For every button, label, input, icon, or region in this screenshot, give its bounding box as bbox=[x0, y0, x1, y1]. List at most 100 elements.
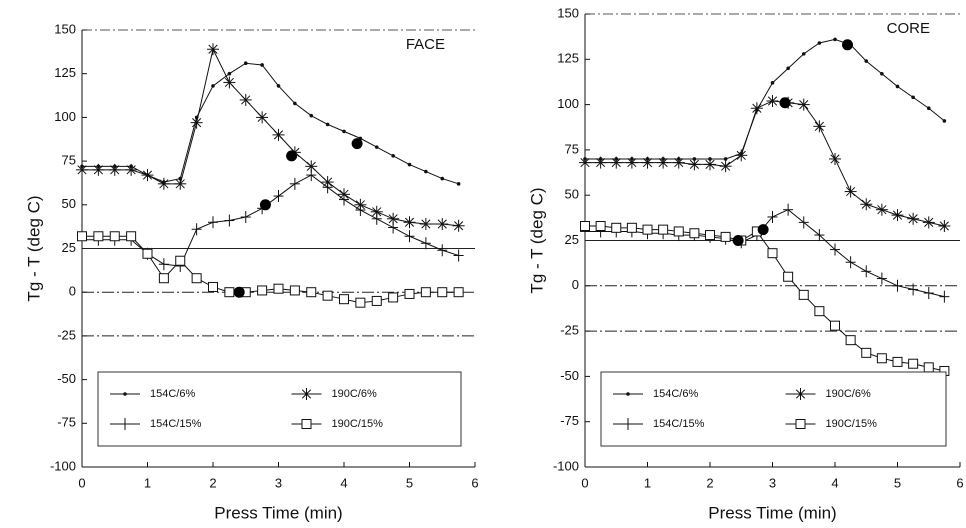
marker bbox=[594, 156, 607, 169]
marker-square bbox=[301, 419, 312, 429]
marker bbox=[770, 81, 775, 85]
marker bbox=[766, 94, 779, 107]
marker-dot bbox=[942, 119, 947, 123]
marker bbox=[735, 149, 748, 162]
marker bbox=[719, 160, 732, 173]
marker-stroke bbox=[658, 157, 668, 168]
marker-dot bbox=[407, 162, 412, 167]
y-tick-label: 125 bbox=[54, 65, 76, 80]
marker-stroke bbox=[224, 77, 234, 88]
y-axis-label: Tg - T (deg C) bbox=[24, 195, 43, 301]
marker bbox=[623, 418, 633, 430]
marker bbox=[658, 224, 669, 235]
marker-square bbox=[109, 231, 120, 242]
marker-dot bbox=[227, 71, 232, 76]
marker bbox=[626, 392, 630, 396]
marker bbox=[907, 212, 920, 225]
marker-dot bbox=[276, 84, 281, 88]
marker bbox=[76, 163, 88, 176]
x-tick-label: 1 bbox=[644, 475, 651, 490]
marker bbox=[403, 216, 416, 229]
marker bbox=[923, 362, 934, 373]
x-tick-label: 3 bbox=[275, 475, 282, 490]
marker-square bbox=[595, 221, 606, 232]
marker-stroke bbox=[306, 161, 316, 171]
marker bbox=[208, 216, 218, 229]
marker bbox=[795, 419, 806, 429]
marker-dot bbox=[786, 66, 790, 71]
chart-title: CORE bbox=[887, 20, 930, 37]
marker-stroke bbox=[908, 214, 918, 224]
y-tick-label: 50 bbox=[565, 187, 579, 202]
marker-square bbox=[257, 285, 268, 296]
marker bbox=[861, 347, 872, 358]
marker-square bbox=[306, 287, 317, 298]
marker bbox=[876, 272, 887, 285]
legend-label: 154C/15% bbox=[653, 418, 705, 430]
marker-stroke bbox=[830, 154, 840, 164]
marker-square bbox=[371, 295, 382, 306]
y-tick-label: -50 bbox=[57, 371, 76, 386]
marker bbox=[938, 220, 951, 233]
marker-stroke bbox=[924, 217, 934, 227]
marker bbox=[891, 209, 904, 222]
marker-square bbox=[705, 230, 715, 241]
marker-stroke bbox=[323, 177, 333, 187]
y-tick-label: -100 bbox=[50, 458, 76, 473]
marker-stroke bbox=[689, 159, 699, 169]
marker bbox=[845, 256, 856, 269]
marker-stroke bbox=[437, 219, 447, 229]
y-tick-label: 125 bbox=[557, 51, 579, 66]
marker bbox=[239, 93, 252, 106]
marker bbox=[260, 63, 264, 67]
marker bbox=[875, 203, 888, 216]
highlight-point bbox=[286, 150, 298, 162]
legend-label: 190C/6% bbox=[332, 388, 377, 400]
marker-square bbox=[126, 231, 137, 242]
series-line bbox=[585, 100, 945, 227]
legend-box bbox=[600, 371, 947, 447]
marker-dot bbox=[770, 81, 775, 85]
marker bbox=[223, 76, 236, 89]
marker bbox=[750, 102, 763, 115]
marker bbox=[437, 244, 448, 257]
legend-label: 190C/6% bbox=[826, 388, 871, 400]
marker bbox=[256, 111, 269, 124]
y-tick-label: -50 bbox=[560, 368, 579, 383]
y-tick-label: -75 bbox=[560, 413, 579, 428]
marker bbox=[191, 273, 202, 284]
marker bbox=[404, 230, 415, 243]
highlight-point bbox=[779, 97, 791, 109]
y-tick-label: 0 bbox=[69, 284, 76, 299]
legend-label: 190C/15% bbox=[826, 418, 878, 430]
marker bbox=[125, 163, 138, 176]
marker-square bbox=[923, 362, 934, 373]
marker bbox=[207, 43, 219, 56]
marker-square bbox=[814, 306, 825, 317]
marker bbox=[123, 392, 127, 396]
marker-dot bbox=[926, 106, 931, 111]
marker bbox=[77, 231, 87, 242]
marker bbox=[689, 228, 700, 239]
marker bbox=[704, 158, 716, 171]
marker-square bbox=[322, 290, 333, 301]
marker bbox=[642, 224, 653, 235]
marker bbox=[276, 84, 281, 88]
marker-dot bbox=[817, 41, 822, 45]
y-tick-label: 50 bbox=[62, 196, 76, 211]
marker bbox=[767, 248, 778, 259]
marker bbox=[908, 283, 919, 296]
marker bbox=[273, 283, 284, 294]
marker bbox=[391, 154, 395, 158]
marker bbox=[814, 306, 825, 317]
marker bbox=[374, 145, 379, 149]
marker-square bbox=[795, 419, 806, 429]
marker bbox=[580, 221, 590, 232]
legend-label: 154C/6% bbox=[150, 388, 195, 400]
marker bbox=[257, 285, 268, 296]
marker bbox=[813, 120, 826, 133]
marker bbox=[922, 216, 935, 229]
marker-square bbox=[77, 231, 87, 242]
marker bbox=[911, 95, 915, 100]
